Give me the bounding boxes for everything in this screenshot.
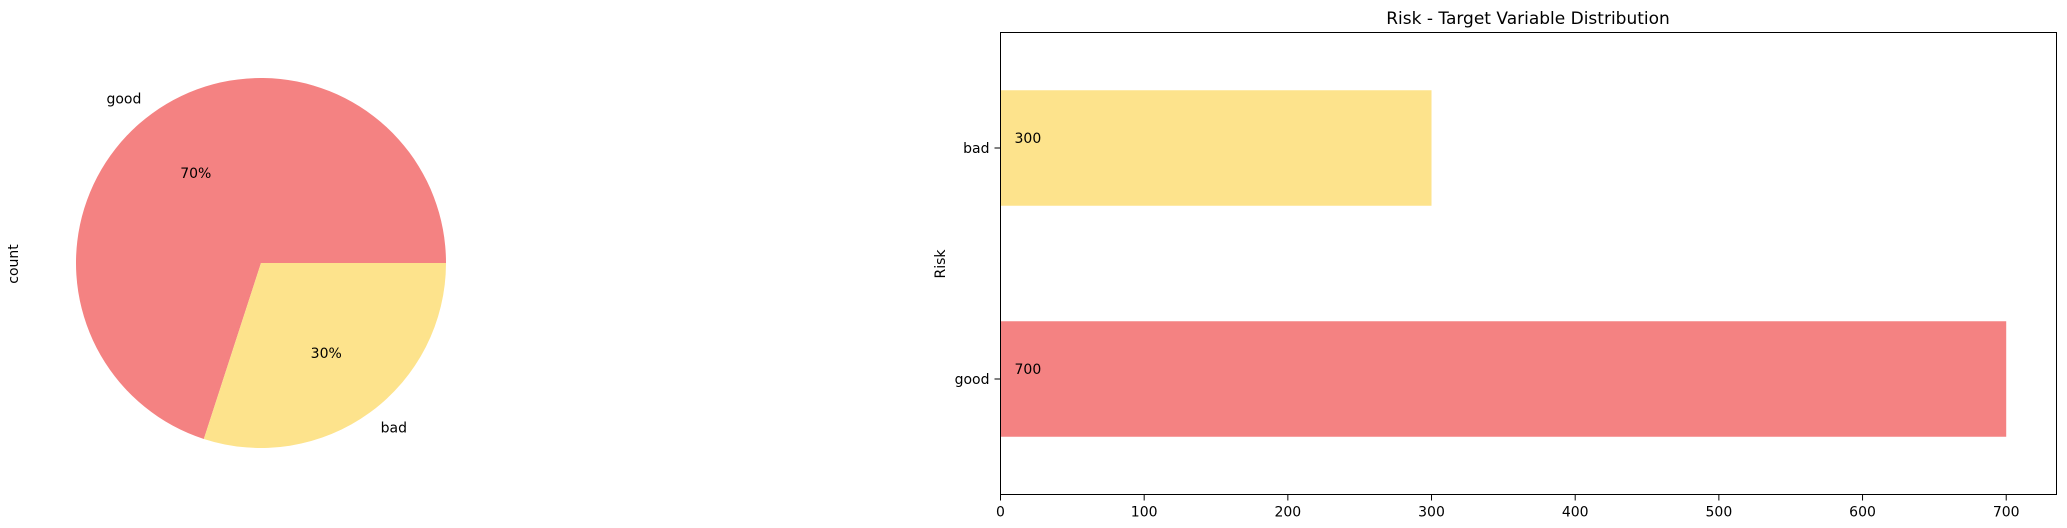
x-tick-label: 600 (1849, 505, 1876, 521)
x-tick-label: 300 (1418, 505, 1445, 521)
x-tick-label: 400 (1562, 505, 1589, 521)
pie-slice-good (76, 78, 446, 439)
x-tick-label: 500 (1706, 505, 1733, 521)
pie-slice-label: bad (381, 421, 407, 437)
x-tick-label: 0 (996, 505, 1005, 521)
bar-good (1000, 321, 2007, 437)
bar-value-label: 700 (1015, 362, 1042, 378)
bar-bad (1000, 90, 1432, 206)
bar-plot-frame (1000, 32, 2057, 495)
pie-slice-bad (203, 263, 446, 448)
bar-ylabel: Risk (933, 249, 949, 279)
y-tick-label: bad (963, 141, 989, 157)
pie-chart: 70% good 30% bad (76, 78, 446, 448)
pie-slice-label: good (106, 91, 141, 107)
x-tick-label: 700 (1993, 505, 2020, 521)
x-tick-label: 100 (1131, 505, 1158, 521)
pie-percent-label: 30% (311, 346, 342, 362)
bar-chart: 700 good 300 bad 0 100 200 300 400 500 600 700 (955, 90, 2020, 521)
bar-chart-title: Risk - Target Variable Distribution (1386, 9, 1670, 29)
x-tick-label: 200 (1274, 505, 1301, 521)
pie-percent-label: 70% (180, 166, 211, 182)
y-tick-label: good (955, 372, 990, 388)
bar-value-label: 300 (1015, 131, 1042, 147)
pie-ylabel: count (6, 244, 22, 284)
